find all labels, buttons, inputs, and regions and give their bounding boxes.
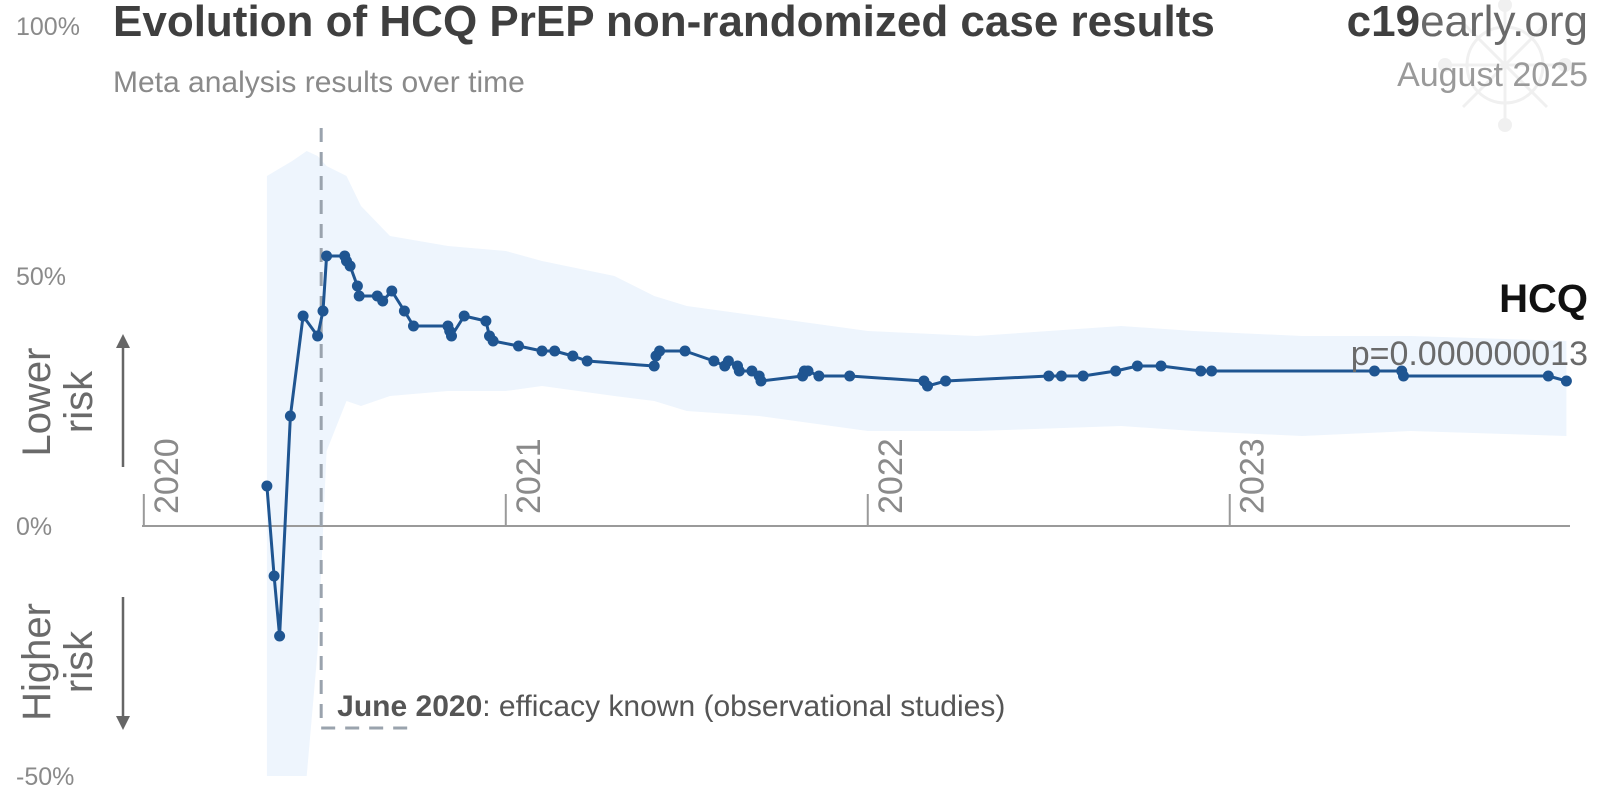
data-point: [268, 570, 280, 582]
data-point: [284, 410, 296, 422]
brand-logo: c19early.org: [1347, 0, 1588, 46]
data-point: [377, 295, 389, 307]
data-point: [722, 355, 734, 367]
data-point: [940, 375, 952, 387]
data-point: [321, 250, 333, 262]
data-point: [1155, 360, 1167, 372]
data-point: [1542, 370, 1554, 382]
y-tick-label: -50%: [16, 763, 74, 791]
chart-subtitle: Meta analysis results over time: [113, 66, 525, 99]
x-tick-label: 2023: [1234, 438, 1272, 514]
data-point: [1055, 370, 1067, 382]
data-point: [536, 345, 548, 357]
x-tick-label: 2022: [872, 438, 910, 514]
data-point: [1398, 370, 1409, 382]
report-date: August 2025: [1397, 56, 1588, 94]
data-point: [679, 345, 691, 357]
higher-risk-label-2: risk: [57, 630, 101, 693]
marker-annotation: June 2020: efficacy known (observational…: [337, 690, 1005, 723]
y-axis-ticks: 100% 50% 0% -50%: [16, 13, 80, 791]
data-point: [733, 365, 745, 377]
data-point: [1043, 370, 1055, 382]
data-point: [398, 305, 410, 317]
data-point: [1110, 365, 1122, 377]
data-point: [1131, 360, 1143, 372]
data-point: [813, 370, 825, 382]
data-point: [274, 630, 286, 642]
data-point: [386, 285, 398, 297]
y-tick-label: 0%: [16, 513, 52, 541]
data-point: [312, 330, 324, 342]
data-point: [446, 330, 457, 342]
series-name-label: HCQ: [1499, 277, 1588, 321]
higher-risk-label-1: Higher: [15, 603, 59, 721]
lower-risk-arrow: [116, 334, 130, 467]
lower-risk-label-2: risk: [57, 370, 101, 433]
data-point: [480, 315, 492, 327]
brand-rest: early.org: [1420, 0, 1588, 46]
x-tick-label: 2020: [148, 438, 186, 514]
data-point: [1369, 365, 1380, 377]
y-tick-label: 100%: [16, 13, 80, 41]
data-point: [351, 280, 363, 292]
data-point: [802, 365, 814, 377]
brand-bold: c19: [1347, 0, 1420, 46]
data-point: [344, 260, 356, 272]
chart-title: Evolution of HCQ PrEP non-randomized cas…: [113, 0, 1215, 46]
data-point: [408, 320, 419, 332]
data-point: [1206, 365, 1218, 377]
series-points: [261, 250, 1572, 642]
data-point: [922, 380, 933, 392]
data-point: [1195, 365, 1207, 377]
data-point: [297, 310, 309, 322]
data-point: [487, 335, 499, 347]
data-point: [844, 370, 856, 382]
virus-watermark-icon: [1438, 0, 1572, 132]
higher-risk-arrow: [116, 597, 130, 730]
p-value-label: p=0.000000013: [1351, 335, 1588, 373]
data-point: [353, 290, 365, 302]
data-point: [1560, 375, 1572, 387]
data-point: [581, 355, 593, 367]
data-point: [317, 305, 329, 317]
x-tick-label: 2021: [510, 438, 548, 514]
data-point: [654, 345, 666, 357]
data-point: [261, 480, 273, 492]
data-point: [458, 310, 470, 322]
data-point: [1077, 370, 1089, 382]
data-point: [755, 375, 767, 387]
data-point: [513, 340, 524, 352]
x-axis: 2020 2021 2022 2023: [142, 438, 1570, 527]
confidence-band: [266, 151, 1567, 776]
data-point: [567, 350, 579, 362]
lower-risk-label-1: Lower: [15, 348, 59, 457]
annotation-bold: June 2020: [337, 690, 482, 723]
data-point: [549, 345, 561, 357]
y-tick-label: 50%: [16, 263, 66, 291]
data-point: [708, 355, 720, 367]
annotation-rest: : efficacy known (observational studies): [482, 690, 1005, 723]
data-point: [648, 360, 660, 372]
